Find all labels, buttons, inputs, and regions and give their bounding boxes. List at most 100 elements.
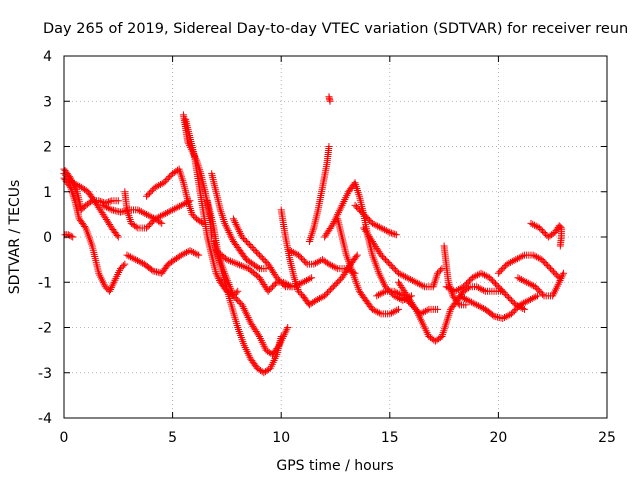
series-arc-30	[494, 251, 563, 282]
data-point-marker	[134, 206, 142, 214]
data-point-marker	[434, 305, 442, 313]
data-point-marker	[146, 212, 154, 220]
data-point-marker	[555, 278, 563, 286]
data-point-marker	[212, 269, 220, 277]
data-point-marker	[417, 281, 425, 289]
data-point-marker	[226, 230, 234, 238]
data-point-marker	[387, 229, 395, 237]
data-point-marker	[508, 257, 516, 265]
data-point-marker	[502, 290, 510, 298]
data-point-marker	[463, 280, 471, 288]
data-point-marker	[155, 181, 163, 189]
data-point-marker	[141, 209, 149, 217]
data-point-marker	[353, 251, 361, 259]
data-point-marker	[329, 219, 337, 227]
data-point-marker	[67, 232, 75, 240]
data-point-marker	[379, 253, 387, 261]
data-point-marker	[532, 293, 540, 301]
data-point-marker	[526, 280, 534, 288]
data-point-marker	[533, 253, 541, 261]
data-point-marker	[499, 314, 507, 322]
data-point-marker	[527, 219, 535, 227]
data-point-marker	[496, 284, 504, 292]
data-point-marker	[169, 206, 177, 214]
data-point-marker	[176, 202, 184, 210]
data-point-marker	[101, 283, 109, 291]
x-tick-label: 5	[168, 430, 177, 446]
data-point-marker	[123, 251, 131, 259]
data-point-marker	[547, 265, 555, 273]
data-point-marker	[386, 260, 394, 268]
data-point-marker	[537, 225, 545, 233]
data-point-marker	[66, 231, 74, 239]
data-point-marker	[214, 273, 222, 281]
data-point-marker	[148, 218, 156, 226]
data-point-marker	[370, 306, 378, 314]
data-point-marker	[231, 293, 239, 301]
data-point-marker	[223, 256, 231, 264]
data-point-marker	[390, 287, 398, 295]
data-point-marker	[464, 278, 472, 286]
data-point-marker	[325, 143, 333, 150]
data-point-marker	[510, 307, 518, 315]
data-point-marker	[509, 308, 517, 316]
data-point-marker	[477, 269, 485, 277]
data-point-marker	[163, 176, 171, 184]
data-point-marker	[188, 247, 196, 255]
data-point-marker	[472, 272, 480, 280]
data-point-marker	[446, 285, 454, 293]
data-point-marker	[451, 287, 459, 295]
y-tick-label: 3	[43, 94, 52, 110]
data-point-marker	[510, 257, 518, 265]
data-point-marker	[363, 213, 371, 221]
data-point-marker	[72, 181, 80, 189]
data-point-marker	[478, 304, 486, 312]
data-point-marker	[234, 296, 242, 304]
data-point-marker	[147, 188, 155, 196]
series-arc-18	[305, 143, 333, 246]
data-point-marker	[244, 314, 252, 322]
data-point-marker	[442, 283, 450, 291]
data-point-marker	[239, 262, 247, 270]
data-point-marker	[136, 207, 144, 215]
data-point-marker	[242, 310, 250, 318]
data-point-marker	[392, 231, 400, 239]
data-point-marker	[551, 269, 559, 277]
x-tick-label: 10	[272, 430, 290, 446]
data-point-marker	[279, 280, 287, 288]
data-point-marker	[527, 295, 535, 303]
data-point-marker	[271, 280, 279, 288]
data-point-marker	[326, 97, 334, 105]
data-point-marker	[230, 217, 238, 225]
data-point-marker	[137, 258, 145, 266]
data-point-marker	[238, 301, 246, 309]
data-point-marker	[374, 222, 382, 230]
data-point-marker	[375, 223, 383, 231]
data-point-marker	[229, 215, 237, 223]
data-point-marker	[240, 304, 248, 312]
data-point-marker	[132, 256, 140, 264]
data-point-marker	[384, 259, 392, 267]
data-point-marker	[156, 218, 164, 226]
data-point-marker	[284, 324, 292, 331]
data-point-marker	[96, 197, 104, 205]
data-point-marker	[374, 308, 382, 316]
data-point-marker	[280, 281, 288, 289]
data-point-marker	[328, 284, 336, 292]
data-point-marker	[242, 238, 250, 246]
data-point-marker	[267, 284, 275, 292]
data-point-marker	[135, 257, 143, 265]
data-point-marker	[383, 284, 391, 292]
data-point-marker	[114, 197, 122, 205]
data-point-marker	[107, 284, 115, 292]
y-tick-label: 2	[43, 140, 52, 156]
data-point-marker	[453, 286, 461, 294]
data-point-marker	[221, 219, 229, 227]
data-point-marker	[232, 295, 240, 303]
data-point-marker	[314, 295, 322, 303]
data-point-marker	[373, 292, 381, 300]
data-point-marker	[328, 262, 336, 270]
data-point-marker	[335, 207, 343, 215]
data-point-marker	[160, 179, 168, 187]
data-point-marker	[241, 236, 249, 244]
